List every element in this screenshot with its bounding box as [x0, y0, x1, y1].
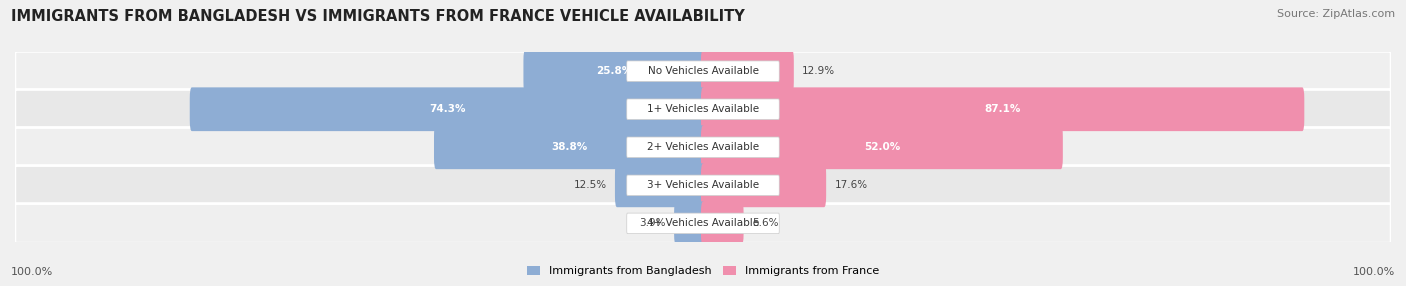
FancyBboxPatch shape — [627, 61, 779, 82]
Text: 38.8%: 38.8% — [551, 142, 588, 152]
FancyBboxPatch shape — [614, 164, 704, 207]
Text: 25.8%: 25.8% — [596, 66, 633, 76]
FancyBboxPatch shape — [15, 128, 1391, 167]
FancyBboxPatch shape — [702, 49, 794, 93]
FancyBboxPatch shape — [673, 202, 704, 245]
Legend: Immigrants from Bangladesh, Immigrants from France: Immigrants from Bangladesh, Immigrants f… — [523, 261, 883, 281]
Text: IMMIGRANTS FROM BANGLADESH VS IMMIGRANTS FROM FRANCE VEHICLE AVAILABILITY: IMMIGRANTS FROM BANGLADESH VS IMMIGRANTS… — [11, 9, 745, 23]
Text: 12.5%: 12.5% — [574, 180, 606, 190]
FancyBboxPatch shape — [15, 166, 1391, 205]
Text: 2+ Vehicles Available: 2+ Vehicles Available — [647, 142, 759, 152]
Text: 17.6%: 17.6% — [834, 180, 868, 190]
FancyBboxPatch shape — [15, 204, 1391, 243]
FancyBboxPatch shape — [627, 175, 779, 196]
FancyBboxPatch shape — [627, 137, 779, 158]
Text: 4+ Vehicles Available: 4+ Vehicles Available — [647, 219, 759, 229]
FancyBboxPatch shape — [702, 202, 744, 245]
FancyBboxPatch shape — [523, 49, 704, 93]
Text: 3+ Vehicles Available: 3+ Vehicles Available — [647, 180, 759, 190]
Text: 3.9%: 3.9% — [640, 219, 666, 229]
Text: 100.0%: 100.0% — [11, 267, 53, 277]
FancyBboxPatch shape — [627, 213, 779, 234]
FancyBboxPatch shape — [702, 164, 827, 207]
FancyBboxPatch shape — [702, 126, 1063, 169]
FancyBboxPatch shape — [702, 87, 1305, 131]
Text: 52.0%: 52.0% — [863, 142, 900, 152]
Text: 12.9%: 12.9% — [801, 66, 835, 76]
Text: 1+ Vehicles Available: 1+ Vehicles Available — [647, 104, 759, 114]
Text: 5.6%: 5.6% — [752, 219, 779, 229]
Text: 100.0%: 100.0% — [1353, 267, 1395, 277]
FancyBboxPatch shape — [15, 90, 1391, 129]
FancyBboxPatch shape — [190, 87, 704, 131]
Text: 87.1%: 87.1% — [984, 104, 1021, 114]
FancyBboxPatch shape — [627, 99, 779, 120]
Text: Source: ZipAtlas.com: Source: ZipAtlas.com — [1277, 9, 1395, 19]
Text: No Vehicles Available: No Vehicles Available — [648, 66, 758, 76]
FancyBboxPatch shape — [15, 51, 1391, 91]
Text: 74.3%: 74.3% — [429, 104, 465, 114]
FancyBboxPatch shape — [434, 126, 704, 169]
